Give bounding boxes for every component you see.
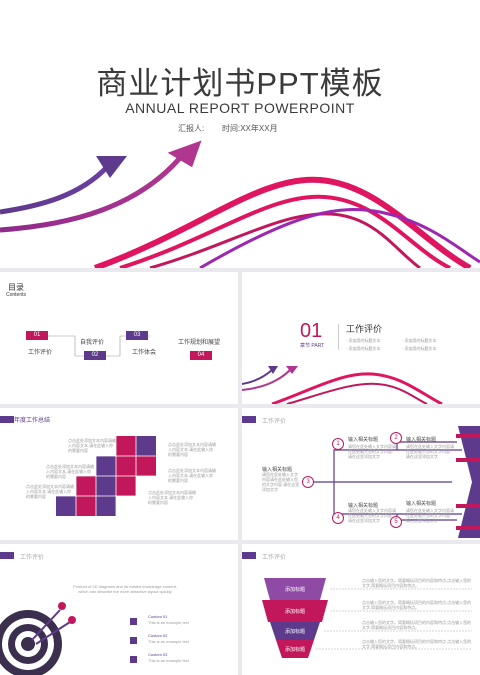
header-accent-bar: [242, 552, 256, 559]
cover-title: 商业计划书PPT模板: [96, 66, 384, 101]
slide4-header: 年度工作总结: [14, 418, 51, 424]
time-label: 时间:XX年XX月: [222, 124, 278, 133]
puzzle-graphic: [56, 436, 156, 516]
target-slide[interactable]: 工作评价 Product of 2D diagrams and its rela…: [0, 544, 238, 675]
arrow-head-1: [96, 156, 127, 178]
tree-title-1: 输入相关标题: [348, 437, 379, 443]
section-title: 工作评价: [346, 324, 383, 334]
toc-num-1: 01: [26, 331, 48, 340]
header-accent-bar: [242, 416, 256, 423]
tree-body-5: 请您在此处输入文字内容请在此处输入您的文字内容,请在这里添加文字: [406, 508, 454, 523]
toc-title: 目录: [8, 283, 24, 292]
tree-node-4: 4: [332, 512, 344, 524]
cover-subtitle: ANNUAL REPORT POWERPOINT: [125, 100, 355, 116]
toc-label-2[interactable]: 自我评价: [80, 340, 105, 346]
toc-subtitle: Contents: [6, 292, 27, 298]
toc-label-4[interactable]: 工作规划和展望: [178, 340, 221, 346]
tree-body-center: 请您在此处输入文字内容请在此处输入您的文字内容,请在这里添加文字: [262, 472, 300, 492]
funnel-level-1: 添加标题: [284, 587, 305, 593]
section-divider: [338, 324, 339, 350]
tree-slide[interactable]: 工作评价 1 2 3 4 5 输入相关标题 输入相关标题 输入相关标题 输入相关…: [242, 408, 480, 540]
puzzle-note-4: 点击此处添加文本内容请输入内容文本,请在此输入你的需要内容: [168, 468, 216, 483]
cover-slide[interactable]: 商业计划书PPT模板 ANNUAL REPORT POWERPOINT 汇报人:…: [0, 0, 480, 268]
funnel-note-3: 点击输入您的文字。简要概括项目的内容和特点,点击输入您的文字,简要概括项目内容和…: [362, 620, 472, 630]
funnel-level-4: 添加标题: [284, 647, 305, 653]
toc-slide[interactable]: 目录 Contents 01 工作评价 02 自我评价 03 工作体会 04 工…: [0, 272, 238, 404]
section-part-label: 章节 PART: [300, 343, 325, 349]
funnel-note-4: 点击输入您的文字。简要概括项目的内容和特点,点击输入您的文字,简要概括项目内容和…: [362, 639, 472, 649]
item-marker-1: [130, 618, 137, 625]
funnel-slide[interactable]: 工作评价 添加标题 添加标题 添加标题 添加标题 点击输入您的文字。简要概括项目…: [242, 544, 480, 675]
slide5-header: 工作评价: [262, 419, 287, 425]
tree-title-5: 输入相关标题: [406, 501, 437, 507]
item-marker-3: [130, 656, 137, 663]
toc-label-1[interactable]: 工作评价: [28, 350, 53, 356]
slide6-intro: Product of 2D diagrams and its related k…: [73, 584, 177, 594]
funnel-level-3: 添加标题: [284, 629, 305, 635]
item-title-3: Custom 03: [148, 652, 168, 657]
item-desc-2: This is an example text: [148, 639, 189, 644]
target-icon: [0, 602, 76, 675]
section-bullet-1: · 添加您的标题文本: [346, 338, 381, 343]
tree-title-center: 输入相关标题: [262, 467, 293, 473]
header-accent-bar: [0, 552, 14, 559]
tree-node-2: 2: [390, 432, 402, 444]
toc-num-2: 02: [84, 351, 106, 360]
slide7-header: 工作评价: [262, 555, 287, 561]
item-marker-2: [130, 637, 137, 644]
item-title-2: Custom 02: [148, 633, 168, 638]
section-slide[interactable]: 01 章节 PART 工作评价 · 添加您的标题文本 · 添加您的标题文本 · …: [242, 272, 480, 404]
tree-node-5: 5: [390, 516, 402, 528]
funnel-level-2: 添加标题: [284, 609, 305, 615]
reporter-label: 汇报人:: [178, 124, 205, 133]
puzzle-note-2: 点击此处添加文本内容请输入内容文本,请在此输入你的需要内容: [168, 442, 216, 457]
section-bullet-3: · 添加您的标题文本: [346, 346, 381, 351]
puzzle-note-3: 点击此处添加文本内容请输入内容文本,请在此输入你的需要内容: [46, 464, 94, 479]
section-bullet-4: · 添加您的标题文本: [402, 346, 437, 351]
tree-body-1: 请您在此处输入文字内容请在此处输入您的文字内容,请在这里添加文字: [348, 444, 396, 459]
tree-title-4: 输入相关标题: [348, 503, 379, 509]
toc-num-4: 04: [190, 351, 212, 360]
tree-body-2: 请您在此处输入文字内容请在此处输入您的文字内容,请在这里添加文字: [406, 444, 454, 459]
funnel-note-2: 点击输入您的文字。简要概括项目的内容和特点,点击输入您的文字,简要概括项目内容和…: [362, 600, 472, 610]
cover-arrows-graphic: [0, 140, 480, 268]
section-number: 01: [300, 320, 323, 342]
funnel-note-1: 点击输入您的文字。简要概括项目的内容和特点,点击输入您的文字,简要概括项目内容和…: [362, 578, 472, 588]
tree-node-3: 3: [302, 476, 314, 488]
section-bullet-2: · 添加您的标题文本: [402, 338, 437, 343]
puzzle-note-1: 点击此处添加文本内容请输入内容文本,请在此输入你的需要内容: [68, 438, 116, 453]
tree-body-4: 请您在此处输入文字内容请在此处输入您的文字内容,请在这里添加文字: [348, 508, 396, 523]
toc-label-3[interactable]: 工作体会: [132, 350, 157, 356]
puzzle-note-6: 点击此处添加文本内容请输入内容文本,请在此输入你的需要内容: [148, 490, 196, 505]
item-desc-1: This is an example text: [148, 620, 189, 625]
section-arrows-graphic: [242, 366, 443, 404]
toc-num-3: 03: [126, 331, 148, 340]
puzzle-slide[interactable]: 年度工作总结 点击此处添加文本内容请输入内容文本,请在此输入你的需要内容 点击此…: [0, 408, 238, 540]
item-title-1: Custom 01: [148, 614, 168, 619]
funnel-graphic: [262, 578, 472, 658]
tree-title-2: 输入相关标题: [406, 437, 437, 443]
header-accent-bar: [0, 416, 14, 423]
puzzle-note-5: 点击此处添加文本内容请输入内容文本,请在此输入你的需要内容: [26, 484, 74, 499]
slide6-header: 工作评价: [20, 555, 45, 561]
tree-node-1: 1: [332, 438, 344, 450]
item-desc-3: This is an example text: [148, 658, 189, 663]
